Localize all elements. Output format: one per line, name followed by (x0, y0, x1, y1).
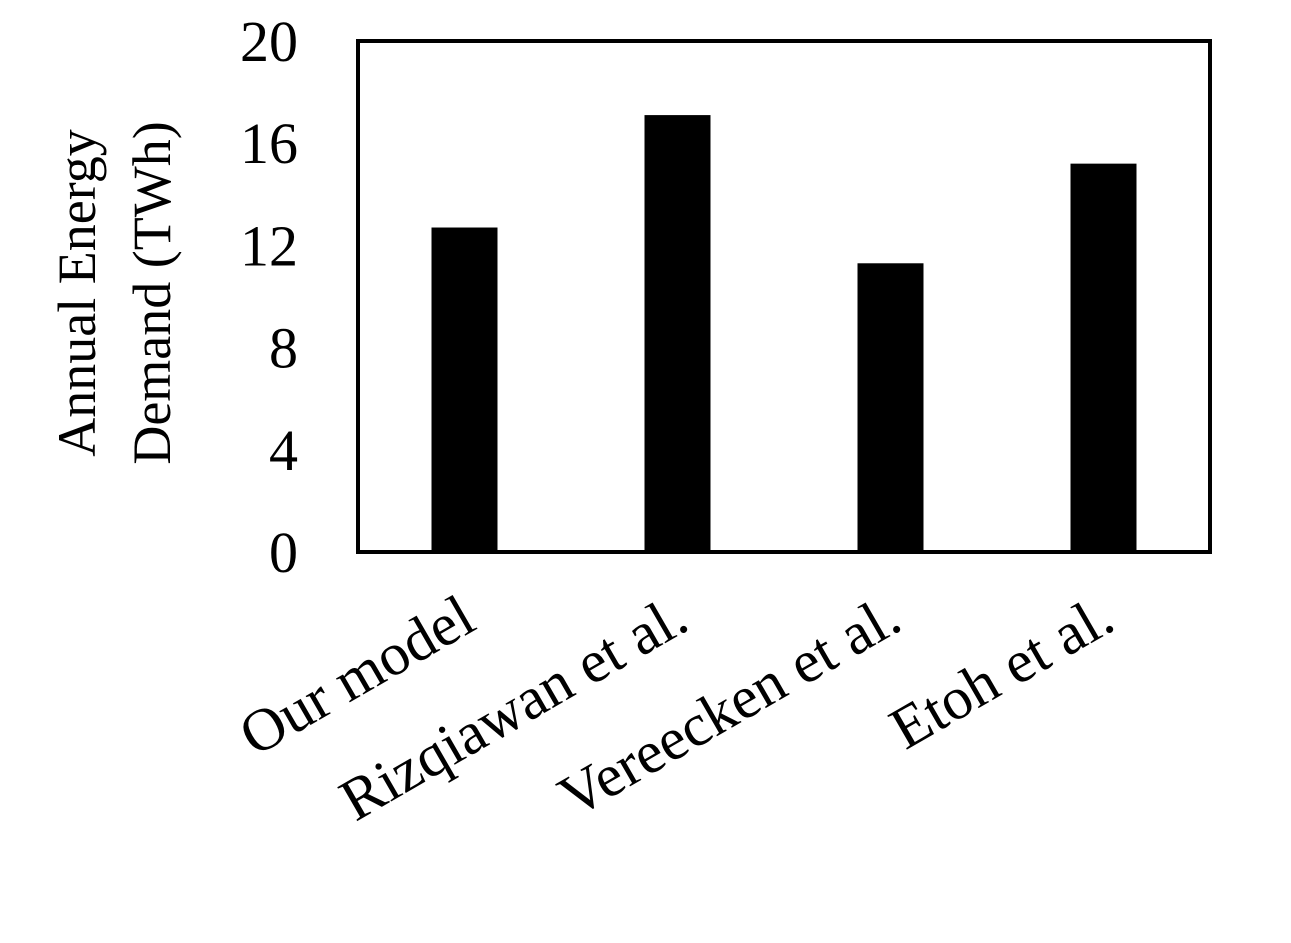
plot-area-frame (356, 39, 1212, 554)
y-axis-tick-labels: 0 4 8 12 16 20 (240, 9, 298, 585)
y-axis-label-line-1: Annual Energy (47, 129, 107, 456)
y-axis-label-line-2: Demand (TWh) (122, 121, 182, 464)
x-tick-label-3: Etoh et al. (879, 582, 1124, 762)
y-tick-label-4: 16 (240, 111, 298, 176)
y-tick-label-5: 20 (240, 9, 298, 74)
y-tick-label-0: 0 (269, 520, 298, 585)
bar-0 (431, 227, 498, 552)
bar-1 (644, 115, 711, 552)
y-tick-label-1: 4 (269, 418, 298, 483)
y-tick-label-3: 12 (240, 213, 298, 278)
bar-3 (1070, 163, 1137, 552)
bar-2 (857, 263, 924, 552)
x-tick-label-1: Rizqiawan et al. (329, 582, 698, 833)
y-tick-label-2: 8 (269, 316, 298, 381)
bars-layer (431, 115, 1137, 552)
